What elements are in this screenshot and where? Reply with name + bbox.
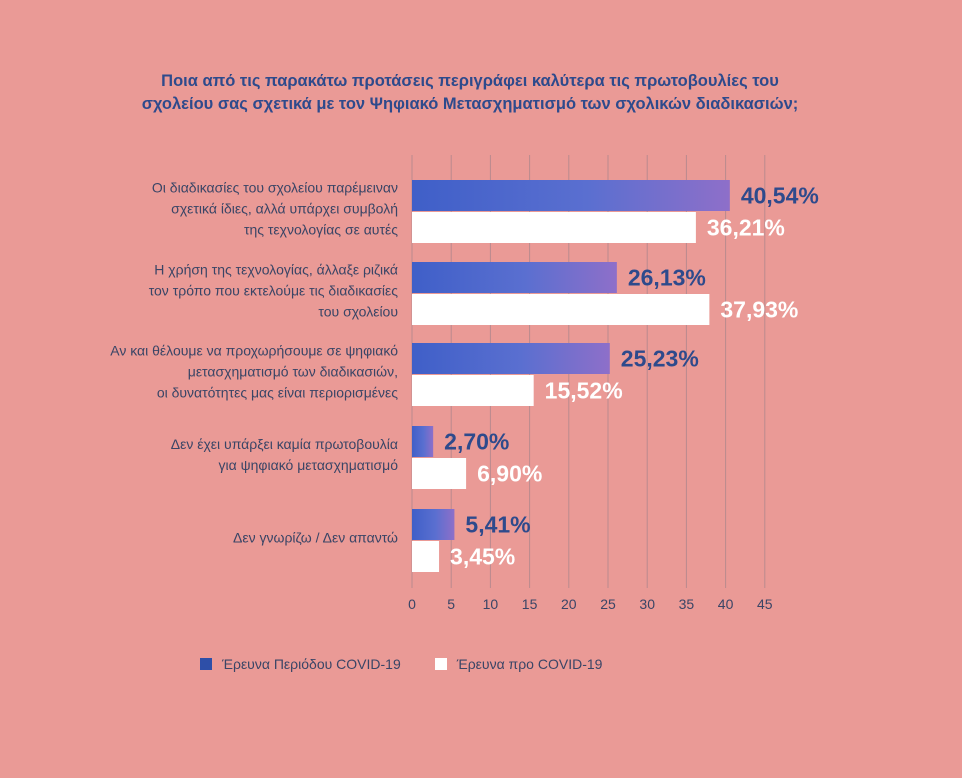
category-label-line: της τεχνολογίας σε αυτές (244, 222, 398, 238)
category-labels: Οι διαδικασίες του σχολείου παρέμειναν σχ… (110, 180, 398, 546)
value-labels: 40,54% 26,13% 25,23% 2,70% 5,41% 36,21% 37,93%… (444, 183, 819, 570)
value-label-covid: 26,13% (628, 265, 706, 291)
x-tick-label: 10 (483, 596, 499, 612)
value-label-pre-covid: 3,45% (450, 544, 515, 570)
category-label: Οι διαδικασίες του σχολείου παρέμειναν σχ… (152, 180, 398, 238)
chart-title: Ποια από τις παρακάτω προτάσεις περιγράφ… (0, 70, 940, 116)
category-label: Δεν έχει υπάρξει καμία πρωτοβουλία για ψη… (171, 436, 398, 473)
bar-pre-covid (412, 294, 710, 325)
bar-covid (412, 426, 434, 457)
category-label-line: για ψηφιακό μετασχηματισμό (219, 457, 399, 473)
x-tick-label: 25 (600, 596, 616, 612)
legend-label-pre-covid: Έρευνα προ COVID-19 (456, 656, 603, 672)
x-axis-ticks: 0 5 10 15 20 25 30 35 40 45 (408, 596, 773, 612)
bar-covid (412, 262, 617, 293)
bar-pre-covid (412, 212, 696, 243)
category-label-line: τον τρόπο που εκτελούμε τις διαδικασίες (149, 283, 399, 299)
bar-covid (412, 180, 730, 211)
value-label-covid: 25,23% (621, 346, 699, 372)
value-label-covid: 40,54% (741, 183, 819, 209)
category-label-line: οι δυνατότητες μας είναι περιορισμένες (157, 385, 398, 401)
category-label-line: Δεν γνωρίζω / Δεν απαντώ (233, 530, 398, 546)
x-tick-label: 40 (718, 596, 734, 612)
bar-pre-covid (412, 541, 440, 572)
bar-covid (412, 343, 610, 374)
value-label-covid: 2,70% (444, 429, 509, 455)
category-label-line: Η χρήση της τεχνολογίας, άλλαξε ριζικά (154, 262, 398, 278)
x-tick-label: 30 (639, 596, 655, 612)
bar-chart: Οι διαδικασίες του σχολείου παρέμειναν σχ… (110, 155, 819, 612)
x-tick-label: 45 (757, 596, 773, 612)
category-label-line: μετασχηματισμό των διαδικασιών, (188, 364, 398, 380)
legend-swatch-pre-covid (434, 658, 447, 670)
x-tick-label: 15 (522, 596, 538, 612)
legend-swatch-covid (200, 658, 212, 670)
category-label-line: Οι διαδικασίες του σχολείου παρέμειναν (152, 180, 398, 196)
category-label-line: του σχολείου (318, 304, 398, 320)
value-label-pre-covid: 6,90% (477, 461, 542, 487)
category-label-line: σχετικά ίδιες, αλλά υπάρχει συμβολή (171, 201, 398, 217)
value-label-pre-covid: 15,52% (545, 378, 623, 404)
chart-title-line-2: σχολείου σας σχετικά με τον Ψηφιακό Μετα… (141, 95, 799, 113)
x-tick-label: 20 (561, 596, 577, 612)
category-label-line: Δεν έχει υπάρξει καμία πρωτοβουλία (171, 436, 398, 452)
legend-item-pre-covid: Έρευνα προ COVID-19 (434, 656, 603, 672)
legend-label-covid: Έρευνα Περιόδου COVID-19 (222, 656, 401, 672)
category-label: Δεν γνωρίζω / Δεν απαντώ (233, 530, 398, 546)
x-tick-label: 0 (408, 596, 416, 612)
bar-pre-covid (412, 375, 534, 406)
value-label-pre-covid: 36,21% (707, 215, 785, 241)
category-label-line: Αν και θέλουμε να προχωρήσουμε σε ψηφιακ… (110, 343, 398, 359)
value-label-pre-covid: 37,93% (720, 297, 798, 323)
legend: Έρευνα Περιόδου COVID-19 Έρευνα προ COVI… (200, 656, 636, 672)
x-tick-label: 5 (447, 596, 455, 612)
legend-item-covid: Έρευνα Περιόδου COVID-19 (200, 656, 401, 672)
bar-covid (412, 509, 455, 540)
bars (412, 180, 730, 572)
x-tick-label: 35 (679, 596, 695, 612)
chart-title-line-1: Ποια από τις παρακάτω προτάσεις περιγράφ… (161, 72, 779, 90)
category-label: Η χρήση της τεχνολογίας, άλλαξε ριζικά το… (149, 262, 399, 320)
category-label: Αν και θέλουμε να προχωρήσουμε σε ψηφιακ… (110, 343, 398, 401)
value-label-covid: 5,41% (465, 512, 530, 538)
bar-pre-covid (412, 458, 467, 489)
